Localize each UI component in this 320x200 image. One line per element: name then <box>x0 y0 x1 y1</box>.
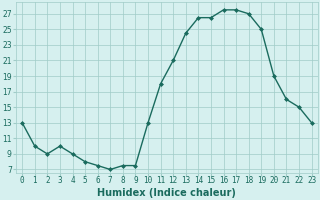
X-axis label: Humidex (Indice chaleur): Humidex (Indice chaleur) <box>98 188 236 198</box>
